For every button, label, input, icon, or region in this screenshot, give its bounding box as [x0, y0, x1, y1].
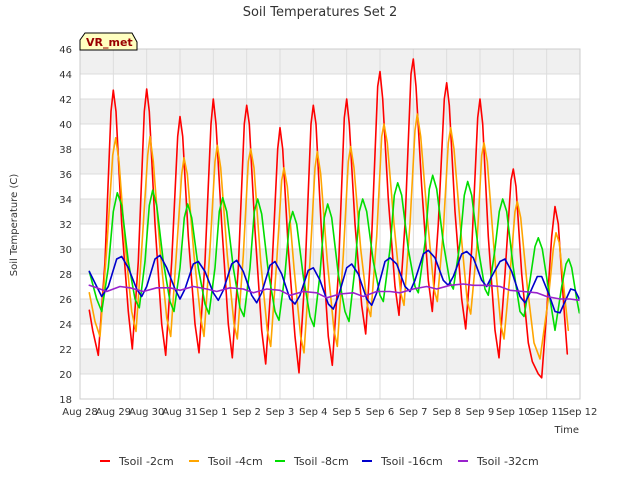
legend: Tsoil -2cm Tsoil -4cm Tsoil -8cm Tsoil -16c… — [100, 455, 539, 468]
chart-title: Soil Temperatures Set 2 — [243, 5, 398, 20]
legend-label: Tsoil -8cm — [293, 455, 349, 468]
series-line-tsoil-32cm — [88, 283, 581, 302]
legend-label: Tsoil -16cm — [380, 455, 443, 468]
y-tick-label: 42 — [59, 95, 72, 106]
x-tick-label: Sep 5 — [332, 407, 360, 418]
series-layer — [88, 58, 581, 379]
plot-band — [80, 174, 580, 199]
plot-band — [80, 74, 580, 99]
y-tick-label: 46 — [59, 45, 72, 56]
y-tick-label: 24 — [59, 320, 72, 331]
x-axis-label: Time — [554, 425, 579, 436]
y-tick-label: 36 — [59, 170, 72, 181]
y-tick-label: 22 — [59, 345, 72, 356]
plot-band — [80, 99, 580, 124]
legend-label: Tsoil -2cm — [118, 455, 174, 468]
x-tick-label: Sep 6 — [366, 407, 394, 418]
x-tick-label: Sep 4 — [299, 407, 327, 418]
x-tick-label: Aug 31 — [162, 407, 197, 418]
x-tick-label: Sep 1 — [199, 407, 227, 418]
plot-band — [80, 124, 580, 149]
plot-band — [80, 49, 580, 74]
y-tick-label: 40 — [59, 120, 72, 131]
series-line-tsoil-8cm — [88, 174, 581, 332]
x-tick-label: Sep 11 — [529, 407, 564, 418]
y-tick-label: 30 — [59, 245, 72, 256]
legend-label: Tsoil -32cm — [476, 455, 539, 468]
plot-band — [80, 374, 580, 399]
y-tick-label: 38 — [59, 145, 72, 156]
y-tick-label: 34 — [59, 195, 72, 206]
y-tick-label: 26 — [59, 295, 72, 306]
station-label: VR_met — [86, 36, 133, 49]
plot-band — [80, 149, 580, 174]
y-tick-label: 44 — [59, 70, 72, 81]
x-tick-label: Sep 10 — [496, 407, 531, 418]
legend-label: Tsoil -4cm — [207, 455, 263, 468]
x-tick-label: Sep 9 — [466, 407, 494, 418]
x-tick-label: Sep 7 — [399, 407, 427, 418]
plot-frame — [79, 48, 581, 400]
y-tick-label: 28 — [59, 270, 72, 281]
y-axis-label: Soil Temperature (C) — [9, 174, 20, 277]
y-tick-label: 32 — [59, 220, 72, 231]
x-tick-label: Sep 8 — [432, 407, 460, 418]
y-axis-ticks: 18 20 22 24 26 28 30 32 34 36 38 40 42 44 46 — [59, 45, 72, 406]
x-tick-label: Sep 2 — [232, 407, 260, 418]
station-label-box: VR_met — [79, 32, 138, 51]
plot-band — [80, 299, 580, 324]
x-tick-label: Sep 12 — [563, 407, 598, 418]
y-tick-label: 18 — [59, 395, 72, 406]
x-tick-label: Aug 28 — [62, 407, 97, 418]
x-tick-label: Sep 3 — [266, 407, 294, 418]
x-tick-label: Aug 29 — [96, 407, 131, 418]
x-tick-label: Aug 30 — [129, 407, 164, 418]
y-tick-label: 20 — [59, 370, 72, 381]
